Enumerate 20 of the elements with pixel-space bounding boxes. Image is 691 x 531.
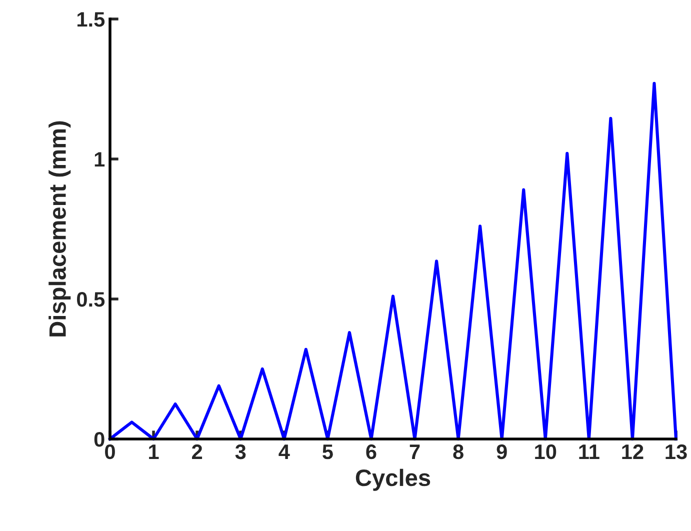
x-tick-label: 6 [366,444,376,460]
y-axis-title: Displacement (mm) [48,121,71,336]
x-tick-label: 4 [278,444,290,459]
x-tick-label: 13 [666,444,687,460]
x-tick-label: 12 [622,444,644,459]
x-tick-label: 3 [235,444,246,460]
x-tick-label: 8 [453,444,464,460]
y-tick-label: 1 [94,152,105,167]
x-tick-label: 1 [149,444,159,459]
x-tick-label: 7 [410,444,420,459]
x-axis-title: Cycles [356,468,430,491]
x-tick-label: 0 [105,444,115,460]
x-tick-label: 5 [322,444,333,460]
y-tick-label: 1.5 [77,12,105,27]
x-tick-label: 2 [192,444,202,459]
x-tick-label: 11 [579,444,600,459]
y-tick-label: 0 [94,432,104,447]
x-tick-label: 10 [535,444,556,460]
x-tick-label: 9 [496,444,507,460]
y-tick-label: 0.5 [77,292,105,307]
